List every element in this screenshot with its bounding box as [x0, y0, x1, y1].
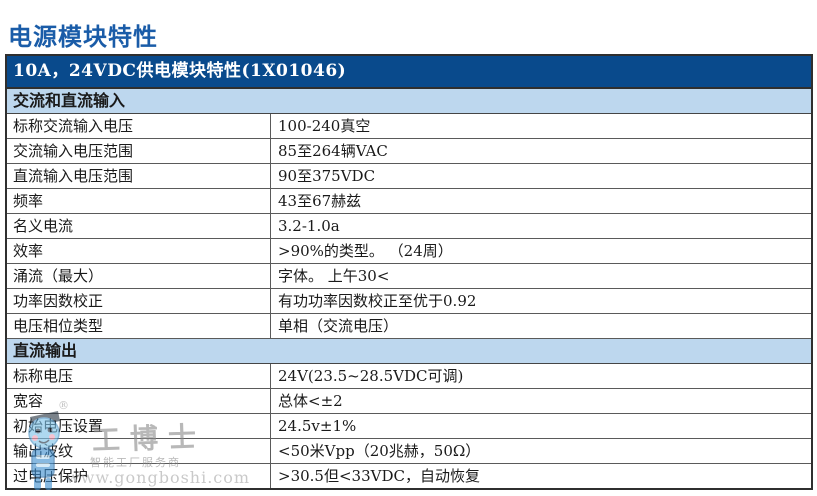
spec-label: 名义电流: [7, 214, 271, 238]
spec-value: 100-240真空: [278, 117, 371, 135]
table-row: 输出波纹 <50米Vpp（20兆赫，50Ω）: [7, 439, 811, 464]
table-row: 效率 >90%的类型。 （24周）: [7, 239, 811, 264]
spec-value: 3.2-1.0a: [278, 217, 340, 235]
spec-value: 单相（交流电压）: [278, 317, 399, 335]
table-row: 标称交流输入电压 100-240真空: [7, 114, 811, 139]
spec-value: 有功功率因数校正至优于0.92: [278, 292, 477, 310]
table-row: 标称电压 24V(23.5~28.5VDC可调): [7, 364, 811, 389]
table-row: 涌流（最大） 字体。 上午30<: [7, 264, 811, 289]
table-row: 电压相位类型 单相（交流电压）: [7, 314, 811, 339]
section-header-dc-output: 直流输出: [7, 339, 811, 364]
table-row: 频率 43至67赫兹: [7, 189, 811, 214]
spec-label: 标称交流输入电压: [7, 114, 271, 138]
spec-value: >90%的类型。 （24周）: [278, 242, 453, 260]
spec-value: 总体<±2: [278, 392, 343, 410]
spec-label: 交流输入电压范围: [7, 139, 271, 163]
spec-value: 90至375VDC: [278, 167, 376, 185]
spec-label: 频率: [7, 189, 271, 213]
spec-label: 电压相位类型: [7, 314, 271, 338]
spec-label: 宽容: [7, 389, 271, 413]
section-header-ac-dc-input: 交流和直流输入: [7, 89, 811, 114]
table-row: 宽容 总体<±2: [7, 389, 811, 414]
table-title-bar: 10A，24VDC供电模块特性(1X01046): [7, 56, 811, 89]
spec-value: 24V(23.5~28.5VDC可调): [278, 367, 464, 385]
spec-value: <50米Vpp（20兆赫，50Ω）: [278, 442, 481, 460]
table-row: 名义电流 3.2-1.0a: [7, 214, 811, 239]
spec-label: 涌流（最大）: [7, 264, 271, 288]
spec-label: 直流输入电压范围: [7, 164, 271, 188]
spec-label: 标称电压: [7, 364, 271, 388]
spec-value: 85至264辆VAC: [278, 142, 388, 160]
table-row: 直流输入电压范围 90至375VDC: [7, 164, 811, 189]
spec-value: 24.5v±1%: [278, 417, 357, 435]
spec-label: 功率因数校正: [7, 289, 271, 313]
spec-label: 初始电压设置: [7, 414, 271, 438]
spec-label: 输出波纹: [7, 439, 271, 463]
spec-value: >30.5但<33VDC，自动恢复: [278, 467, 480, 485]
spec-label: 效率: [7, 239, 271, 263]
table-row: 过电压保护 >30.5但<33VDC，自动恢复: [7, 464, 811, 488]
table-row: 初始电压设置 24.5v±1%: [7, 414, 811, 439]
spec-value: 43至67赫兹: [278, 192, 362, 210]
spec-label: 过电压保护: [7, 464, 271, 488]
spec-value: 字体。 上午30<: [278, 267, 390, 285]
table-row: 功率因数校正 有功功率因数校正至优于0.92: [7, 289, 811, 314]
power-module-spec-table: 10A，24VDC供电模块特性(1X01046) 交流和直流输入 标称交流输入电…: [5, 54, 813, 490]
page-title: 电源模块特性: [8, 22, 158, 52]
table-row: 交流输入电压范围 85至264辆VAC: [7, 139, 811, 164]
